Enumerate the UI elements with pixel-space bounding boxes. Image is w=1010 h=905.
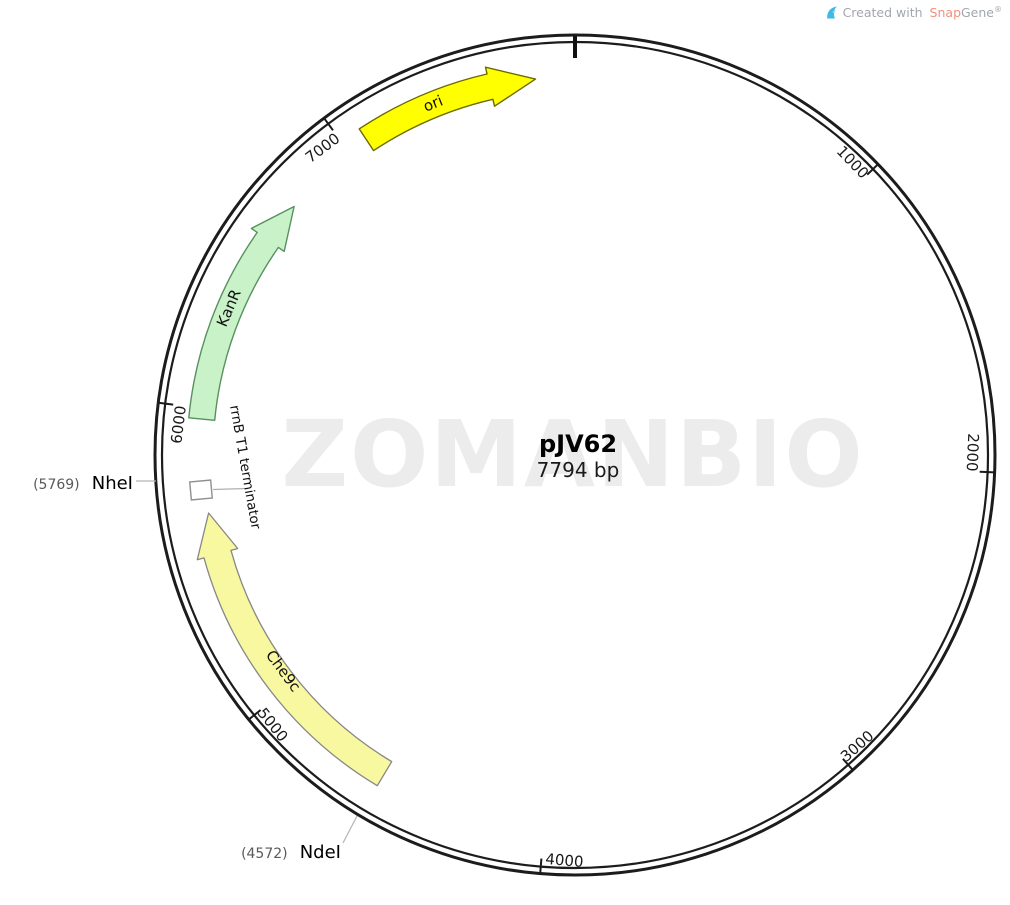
feature-label-terminator: rrnB T1 terminator (226, 404, 264, 531)
tick-1000 (866, 163, 879, 176)
tick-label-1000: 1000 (833, 142, 872, 182)
plasmid-size: 7794 bp (537, 458, 620, 482)
feature-arrow-che9c[interactable] (196, 512, 393, 787)
site-label-nhei[interactable]: (5769) NheI (33, 473, 133, 494)
terminator-leader-line (212, 487, 247, 491)
tick-6000 (158, 401, 174, 406)
tick-label-3000: 3000 (837, 727, 878, 766)
tick-2000 (979, 470, 995, 474)
credit-brand: SnapGene® (930, 5, 1002, 20)
site-position-ndei: (4572) (241, 846, 288, 862)
feature-label-ori: ori (421, 92, 446, 116)
tick-label-7000: 7000 (302, 129, 343, 166)
watermark-text: ZOMANBIO (281, 401, 864, 508)
credit-brand-snap: Snap (929, 5, 961, 21)
site-position-nhei: (5769) (33, 477, 80, 493)
tick-5000 (248, 709, 262, 721)
credit-text: Created with (842, 5, 923, 21)
credit-registered-mark: ® (994, 5, 1002, 14)
snapgene-logo-icon (826, 6, 837, 19)
site-label-ndei[interactable]: (4572) NdeI (241, 842, 341, 863)
ndei-leader-line (342, 815, 358, 844)
tick-7000 (323, 117, 334, 131)
feature-box-terminator[interactable] (188, 479, 214, 501)
tick-4000 (539, 858, 543, 874)
feature-arrow-ori[interactable] (358, 66, 537, 152)
tick-label-2000: 2000 (963, 433, 983, 472)
credit-brand-gene: Gene (961, 5, 994, 21)
tick-label-4000: 4000 (545, 850, 585, 871)
site-enzyme-ndei: NdeI (300, 842, 341, 863)
tick-3000 (842, 758, 854, 771)
tick-label-6000: 6000 (167, 405, 190, 445)
plasmid-name: pJV62 (539, 430, 617, 458)
plasmid-circle-outer (153, 33, 997, 877)
snapgene-credit: Created with SnapGene® (826, 5, 1002, 20)
feature-arrow-kanr[interactable] (188, 205, 295, 421)
site-enzyme-nhei: NheI (92, 473, 133, 494)
tick-marks (158, 117, 995, 874)
